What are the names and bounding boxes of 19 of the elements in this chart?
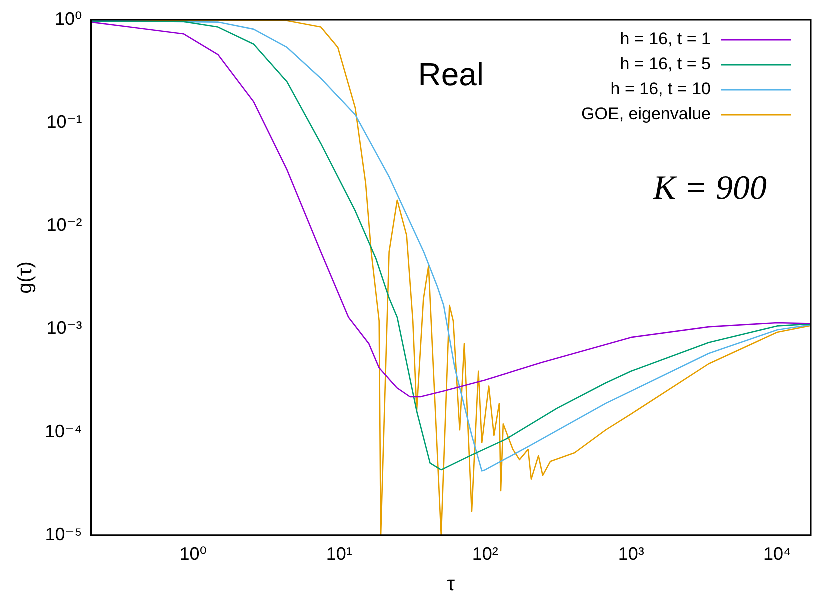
x-tick-label: 10³ [618,544,644,564]
y-tick-label: 10⁻¹ [46,112,82,132]
annotation: Real [418,56,484,93]
x-tick-label: 10⁰ [180,544,207,564]
x-axis-title: τ [447,574,456,596]
x-tick-label: 10⁴ [763,544,792,564]
y-tick-label: 10⁻⁴ [44,421,82,442]
y-axis-title: g(τ) [14,262,37,294]
y-tick-label: 10⁰ [55,8,82,29]
legend-label: h = 16, t = 10 [610,80,711,99]
x-tick-label: 10¹ [326,544,352,564]
y-tick-label: 10⁻⁵ [45,524,82,544]
legend-label: h = 16, t = 1 [620,30,711,49]
x-tick-label: 10² [472,544,498,564]
legend-label: GOE, eigenvalue [582,104,711,124]
y-tick-label: 10⁻³ [46,318,82,338]
y-tick-label: 10⁻² [46,215,82,236]
legend-label: h = 16, t = 5 [620,54,711,74]
annotation: K = 900 [652,170,768,208]
